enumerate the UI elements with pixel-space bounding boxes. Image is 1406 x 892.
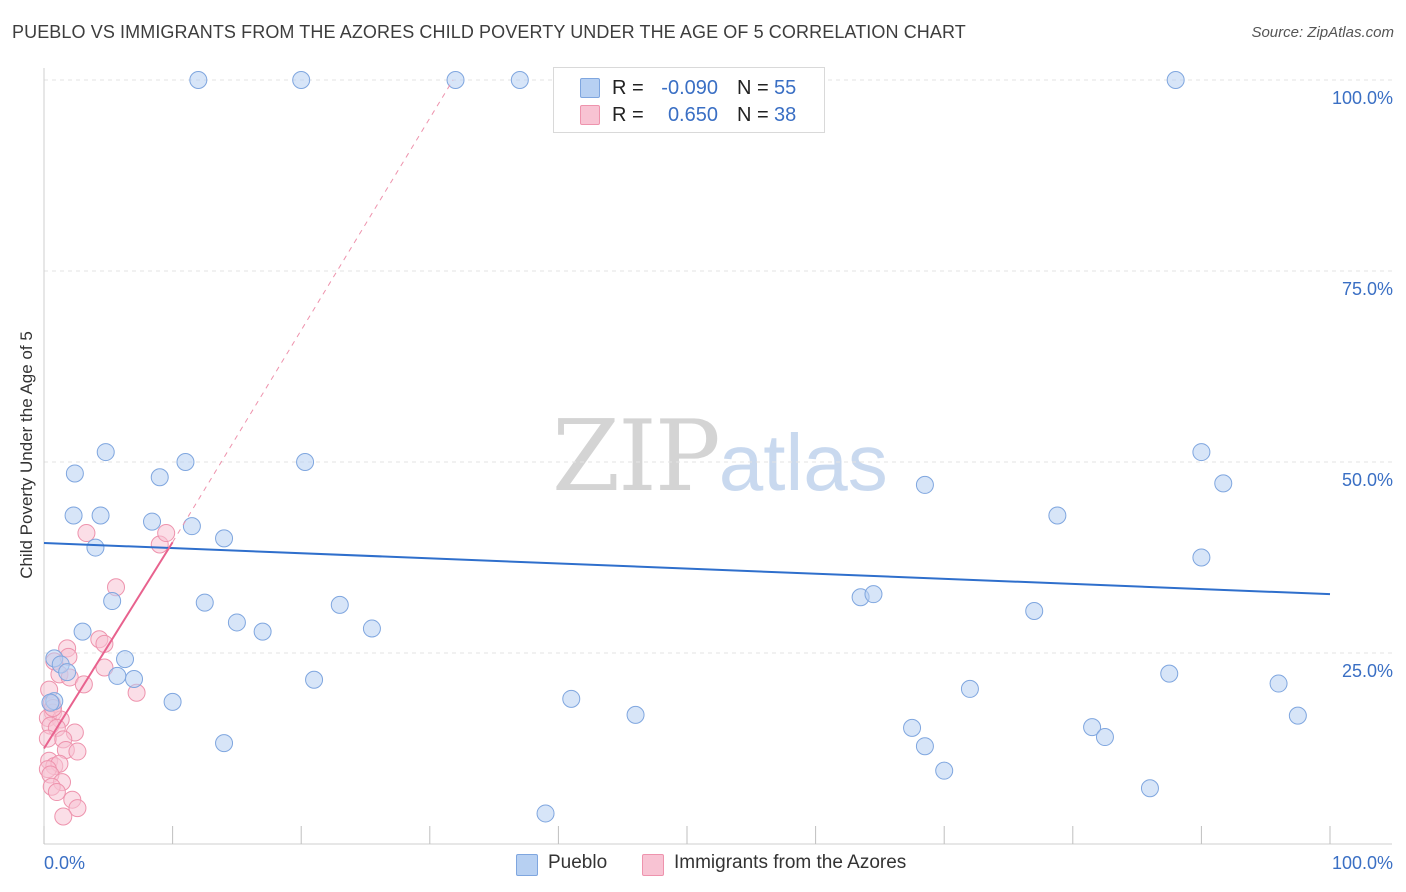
r-value: -0.090	[661, 77, 718, 99]
pueblo-point	[227, 613, 246, 632]
pueblo-point	[86, 538, 105, 557]
pueblo-point	[125, 669, 144, 688]
pueblo-point	[446, 71, 465, 89]
pueblo-point	[915, 737, 934, 756]
pueblo-point	[296, 453, 315, 471]
pueblo-point	[253, 622, 272, 641]
pueblo-point	[116, 650, 135, 669]
n-value: 55	[774, 77, 797, 99]
azores-legend-icon	[642, 854, 664, 876]
r-value: 0.650	[667, 104, 718, 126]
x-tick-label: 100.0%	[1332, 853, 1393, 873]
pueblo-point	[292, 71, 311, 89]
y-axis-label: Child Poverty Under the Age of 5	[17, 331, 36, 579]
pueblo-point	[195, 593, 214, 612]
pueblo-point	[182, 517, 201, 536]
trend-layer	[43, 79, 1331, 750]
azores-swatch-icon	[580, 105, 600, 125]
y-tick-label: 25.0%	[1342, 661, 1393, 681]
pueblo-point	[163, 692, 182, 711]
pueblo-point	[1166, 71, 1185, 89]
pueblo-point	[73, 622, 92, 641]
pueblo-point	[562, 689, 581, 708]
azores-point	[95, 658, 114, 677]
pueblo-point	[864, 585, 883, 604]
y-tick-label: 50.0%	[1342, 470, 1393, 490]
y-tick-label: 75.0%	[1342, 279, 1393, 299]
azores-point	[47, 783, 66, 802]
azores-point	[157, 524, 176, 543]
pueblo-point	[1140, 779, 1159, 798]
pueblo-point	[1192, 443, 1211, 462]
x-tick-label: 0.0%	[44, 853, 85, 873]
tick-label-layer: 25.0% 50.0% 75.0% 100.0% 0.0% 100.0%	[44, 88, 1393, 873]
azores-points	[38, 524, 176, 826]
pueblo-points	[41, 71, 1307, 823]
n-label: N =	[737, 104, 769, 126]
pueblo-point	[1288, 706, 1307, 725]
azores-trend-line	[43, 541, 174, 750]
pueblo-point	[176, 453, 195, 471]
pueblo-point	[1214, 474, 1233, 493]
pueblo-point	[103, 592, 122, 611]
pueblo-point	[215, 529, 234, 548]
r-label: R =	[612, 77, 644, 99]
pueblo-point	[41, 693, 60, 712]
pueblo-point	[960, 679, 979, 698]
pueblo-point	[626, 705, 645, 724]
pueblo-point	[536, 804, 555, 823]
pueblo-point	[1025, 601, 1044, 620]
chart-legend: Pueblo Immigrants from the Azores	[0, 851, 1406, 879]
pueblo-point	[935, 761, 954, 780]
pueblo-trend-line	[43, 541, 1331, 596]
pueblo-point	[1095, 728, 1114, 747]
pueblo-point	[58, 663, 77, 682]
pueblo-point	[330, 595, 349, 614]
pueblo-point	[305, 670, 324, 689]
pueblo-point	[91, 506, 110, 525]
pueblo-point	[1192, 548, 1211, 567]
pueblo-point	[150, 468, 169, 487]
pueblo-point	[903, 718, 922, 737]
grid-layer	[44, 79, 1392, 654]
pueblo-point	[510, 71, 529, 89]
azores-point	[68, 799, 87, 818]
source-credit: Source: ZipAtlas.com	[1251, 24, 1394, 41]
watermark: ZIPatlas	[552, 400, 888, 514]
n-value: 38	[774, 104, 797, 126]
pueblo-point	[143, 512, 162, 531]
stats-row-azores: R = 0.650 N = 38	[554, 101, 824, 129]
pueblo-point	[362, 619, 381, 638]
stats-row-pueblo: R = -0.090 N = 55	[554, 74, 824, 102]
y-tick-label: 100.0%	[1332, 88, 1393, 108]
azores-point	[77, 524, 96, 543]
watermark-atlas: atlas	[718, 418, 888, 507]
correlation-stats-box: R = -0.090 N = 55 R = 0.650 N = 38	[553, 67, 825, 133]
pueblo-point	[215, 734, 234, 753]
pueblo-point	[65, 464, 84, 483]
azores-point	[68, 742, 87, 761]
pueblo-legend-icon	[516, 854, 538, 876]
pueblo-point	[189, 71, 208, 89]
pueblo-point	[1083, 718, 1102, 737]
pueblo-point	[915, 475, 934, 494]
azores-point	[54, 807, 73, 826]
r-label: R =	[612, 104, 644, 126]
chart-title: PUEBLO VS IMMIGRANTS FROM THE AZORES CHI…	[12, 22, 966, 42]
azores-trend-extension	[172, 79, 454, 543]
pueblo-point	[1160, 664, 1179, 683]
pueblo-point	[1269, 674, 1288, 693]
pueblo-point	[96, 443, 115, 462]
pueblo-point	[1048, 506, 1067, 525]
legend-label-azores: Immigrants from the Azores	[674, 852, 907, 873]
legend-label-pueblo: Pueblo	[548, 852, 608, 873]
axis-layer	[43, 68, 1392, 845]
n-label: N =	[737, 77, 769, 99]
pueblo-point	[64, 506, 83, 525]
pueblo-swatch-icon	[580, 78, 600, 98]
pueblo-point	[108, 666, 127, 685]
watermark-zip: ZIP	[552, 400, 721, 514]
